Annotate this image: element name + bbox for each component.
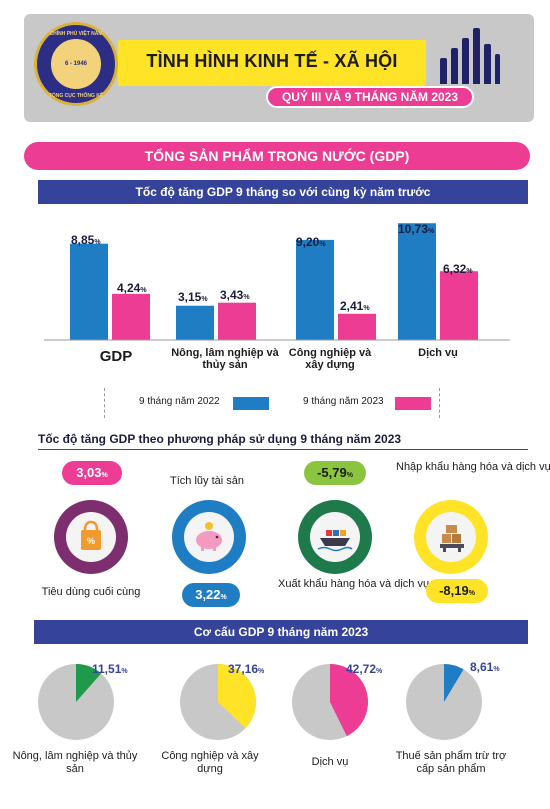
bar-3-2022 <box>398 223 436 340</box>
category-label-industry: Công nghiệp và xây dựng <box>288 347 372 371</box>
structure-heading: Cơ cấu GDP 9 tháng năm 2023 <box>193 625 369 639</box>
structure-heading-band: Cơ cấu GDP 9 tháng năm 2023 <box>34 620 528 644</box>
category-label-agri: Nông, lâm nghiệp và thủy sản <box>171 347 279 371</box>
pie-value-industry: 37,16% <box>228 662 265 676</box>
page-subtitle: QUÝ III VÀ 9 THÁNG NĂM 2023 <box>281 90 459 104</box>
bar-chart-icon <box>440 28 500 84</box>
pie-slice-2 <box>330 664 369 737</box>
chart-legend: 9 tháng năm 2022 9 tháng năm 2023 <box>104 388 440 418</box>
cargo-ship-icon <box>317 530 353 552</box>
pie-label-agri: Nông, lâm nghiệp và thủy sản <box>12 750 138 775</box>
bar-2-2023 <box>338 313 376 340</box>
bar-3-2023 <box>440 271 478 340</box>
usage-value-accumulation: 3,22% <box>182 583 240 607</box>
subtitle-badge: QUÝ III VÀ 9 THÁNG NĂM 2023 <box>266 86 474 108</box>
structure-pie-charts <box>38 664 482 740</box>
bar-2-2022 <box>296 239 334 340</box>
logo-top-text: CHÍNH PHỦ VIỆT NAM <box>49 31 103 37</box>
usage-label-accumulation: Tích lũy tài sản <box>170 475 244 487</box>
usage-heading-underline <box>38 449 528 450</box>
piggy-bank-icon <box>196 522 222 551</box>
usage-value-consumption: 3,03% <box>62 461 122 485</box>
page-title: TÌNH HÌNH KINH TẾ - XÃ HỘI <box>146 51 398 71</box>
pie-slice-3 <box>444 664 464 702</box>
value-label-services-2023: 6,32% <box>443 262 473 276</box>
logo-emblem: 6 - 1946 <box>49 37 103 91</box>
value-label-gdp-2022: 8,85% <box>71 233 101 247</box>
value-label-agri-2023: 3,43% <box>220 288 250 302</box>
usage-ring-imports <box>414 500 488 574</box>
bar-1-2023 <box>218 302 256 340</box>
value-label-agri-2022: 3,15% <box>178 290 208 304</box>
usage-value-exports: -5,79% <box>304 461 366 485</box>
gso-logo: CHÍNH PHỦ VIỆT NAM 6 - 1946 TỔNG CỤC THỐ… <box>34 22 118 106</box>
pie-slice-0 <box>76 664 102 702</box>
section-title-pill: TỔNG SẢN PHẨM TRONG NƯỚC (GDP) <box>24 142 530 170</box>
logo-bottom-text: TỔNG CỤC THỐNG KÊ <box>48 93 104 99</box>
usage-value-imports: -8,19% <box>426 579 488 603</box>
growth-heading: Tốc độ tăng GDP 9 tháng so với cùng kỳ n… <box>135 185 431 199</box>
svg-text:%: % <box>87 536 95 546</box>
usage-ring-consumption: % <box>54 500 128 574</box>
section-title: TỔNG SẢN PHẨM TRONG NƯỚC (GDP) <box>144 148 410 164</box>
pie-label-services: Dịch vụ <box>311 756 349 768</box>
logo-year: 6 - 1946 <box>64 61 88 67</box>
title-bar: TÌNH HÌNH KINH TẾ - XÃ HỘI <box>118 40 426 86</box>
usage-heading: Tốc độ tăng GDP theo phương pháp sử dụng… <box>38 432 402 446</box>
value-label-services-2022: 10,73% <box>398 222 435 236</box>
usage-label-imports: Nhập khẩu hàng hóa và dịch vụ <box>396 461 550 473</box>
value-label-industry-2022: 9,20% <box>296 235 326 249</box>
growth-heading-band: Tốc độ tăng GDP 9 tháng so với cùng kỳ n… <box>38 180 528 204</box>
shopping-bag-icon: % <box>81 520 101 550</box>
legend-label-2023: 9 tháng năm 2023 <box>303 396 384 407</box>
usage-ring-exports <box>298 500 372 574</box>
pie-value-tax: 8,61% <box>470 660 500 674</box>
pie-value-agri: 11,51% <box>92 662 128 676</box>
legend-swatch-2022 <box>233 397 269 410</box>
legend-label-2022: 9 tháng năm 2022 <box>139 396 220 407</box>
growth-bar-chart <box>44 223 510 341</box>
value-label-industry-2023: 2,41% <box>340 299 370 313</box>
category-label-services: Dịch vụ <box>418 347 458 359</box>
pie-value-services: 42,72% <box>346 662 383 676</box>
bar-0-2023 <box>112 293 150 340</box>
bar-1-2022 <box>176 305 214 340</box>
pie-label-tax: Thuế sản phẩm trừ trợ cấp sản phẩm <box>395 750 507 775</box>
category-label-gdp: GDP <box>99 348 133 365</box>
pie-slice-1 <box>218 664 256 729</box>
usage-ring-accumulation <box>172 500 246 574</box>
usage-label-consumption: Tiêu dùng cuối cùng <box>41 586 141 598</box>
legend-swatch-2023 <box>395 397 431 410</box>
pie-label-industry: Công nghiệp và xây dựng <box>161 750 259 775</box>
cargo-scale-icon <box>440 525 464 552</box>
bar-0-2022 <box>70 243 108 340</box>
value-label-gdp-2023: 4,24% <box>117 281 147 295</box>
usage-label-exports: Xuất khẩu hàng hóa và dịch vụ <box>278 578 430 590</box>
